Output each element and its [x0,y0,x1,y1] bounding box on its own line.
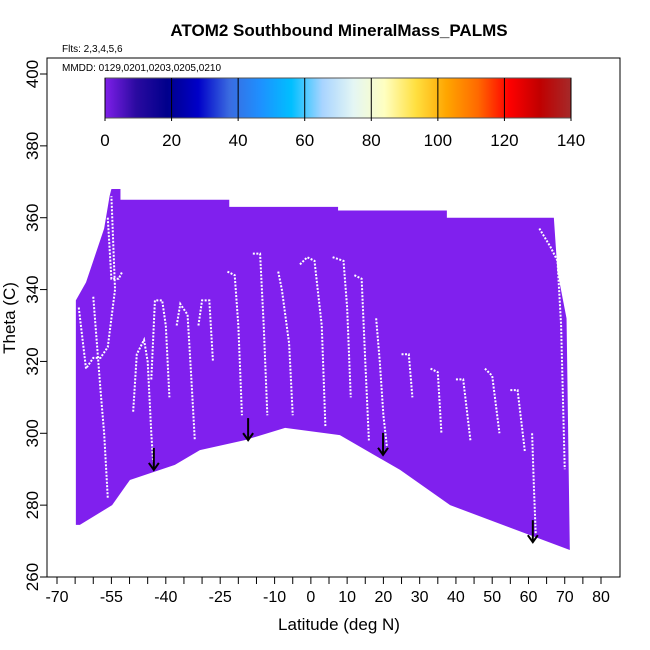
trace-highlight [455,378,472,441]
y-axis: 260 280 300 320 340 360 380 400 [23,60,48,591]
y-tick-label: 380 [23,132,42,160]
colorbar-tick-label: 0 [100,131,109,150]
trace-highlight [252,252,269,416]
arrow-marker [242,418,254,442]
x-tick-label: 80 [592,589,610,606]
x-tick-label: 20 [375,589,393,606]
colorbar-tick-label: 120 [490,131,518,150]
x-tick-label: 40 [447,589,465,606]
trace-highlight [277,271,294,416]
trace-highlight [375,318,389,448]
trace-highlight [150,299,171,398]
x-tick-label: -55 [100,589,123,606]
colorbar-gradient [104,77,572,119]
x-tick-label: 60 [520,589,538,606]
data-layer [75,188,570,551]
colorbar-tick-label: 40 [229,131,248,150]
x-axis-label: Latitude (deg N) [278,615,400,634]
x-tick-label: 30 [411,589,429,606]
arrow-head [377,447,389,457]
x-tick-label: -10 [263,589,286,606]
trace-highlight [92,296,109,499]
y-tick-label: 300 [23,419,42,447]
flights-label: Flts: 2,3,4,5,6 [62,44,123,55]
trace-highlight [510,389,526,452]
y-tick-label: 360 [23,204,42,232]
x-tick-label: 50 [483,589,501,606]
colorbar-tick-label: 60 [295,131,314,150]
colorbar-tick-label: 100 [424,131,452,150]
x-axis: -70 -55 -40 -25 -10 0 10 20 30 40 50 60 70 80 [45,576,620,606]
arrow-head [527,534,539,544]
trace-highlight [401,353,414,398]
y-tick-label: 340 [23,275,42,303]
trace-highlight [77,196,117,372]
x-tick-label: 10 [338,589,356,606]
trace-highlight [531,433,537,534]
arrow-head [242,432,254,442]
trace-highlight [299,256,327,427]
x-tick-label: -70 [45,589,68,606]
colorbar-tick-label: 140 [557,131,585,150]
trace-highlight [538,227,566,470]
y-tick-label: 400 [23,60,42,88]
y-axis-label: Theta (C) [0,282,19,354]
x-tick-label: 0 [306,589,315,606]
trace-highlight [227,270,243,416]
y-tick-label: 280 [23,491,42,519]
arrow-head [148,462,160,472]
x-tick-label: -25 [209,589,232,606]
colorbar-tick-label: 80 [362,131,381,150]
x-tick-label: 70 [556,589,574,606]
chart-title: ATOM2 Southbound MineralMass_PALMS [170,21,507,40]
arrow-marker [377,432,389,457]
y-tick-label: 260 [23,563,42,591]
y-tick-label: 320 [23,347,42,375]
trace-highlight [197,299,214,362]
dates-label: MMDD: 0129,0201,0203,0205,0210 [62,63,221,74]
trace-highlight [353,274,370,441]
arrow-marker [148,447,160,472]
trace-highlight [332,256,352,398]
trace-highlight [430,367,443,434]
arrow-marker [527,520,539,544]
colorbar: 0 20 40 60 80 100 120 140 [100,77,585,150]
x-tick-label: -40 [154,589,177,606]
trace-highlight [106,217,124,280]
trace-highlight [175,301,196,441]
colorbar-tick-label: 20 [162,131,181,150]
trace-highlight [132,336,155,463]
